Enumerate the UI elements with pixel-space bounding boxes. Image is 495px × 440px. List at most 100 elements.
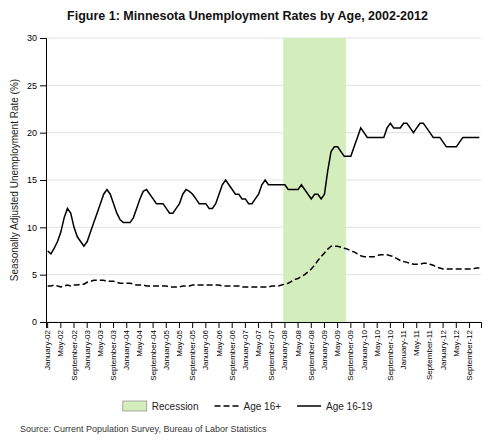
x-tick: September-09 [346, 322, 355, 381]
x-tick-mark [179, 322, 180, 328]
x-tick-label: September-07 [267, 329, 276, 380]
grid-line [46, 180, 481, 181]
x-tick: May-02 [56, 322, 65, 357]
x-tick: May-04 [135, 322, 144, 357]
y-tick-label: 10 [27, 223, 37, 233]
y-tick-label: 5 [32, 270, 37, 280]
x-tick-label: May-10 [373, 329, 382, 356]
x-tick-label: January-07 [241, 329, 250, 370]
x-tick: September-03 [109, 322, 118, 381]
series-line [48, 246, 480, 287]
legend-label: Age 16+ [244, 401, 282, 412]
x-tick-label: January-03 [83, 329, 92, 370]
y-tick-label: 15 [27, 175, 37, 185]
x-tick-mark [337, 322, 338, 328]
x-tick: January-08 [280, 322, 289, 370]
x-tick-mark [350, 322, 351, 328]
x-tick-mark [192, 322, 193, 328]
y-axis-line [40, 39, 47, 323]
plot-area [48, 38, 480, 322]
x-tick: September-07 [267, 322, 276, 381]
x-tick: May-10 [373, 322, 382, 357]
x-tick: January-06 [201, 322, 210, 370]
x-tick-mark [456, 322, 457, 328]
title: Figure 1: Minnesota Unemployment Rates b… [67, 9, 428, 23]
x-tick-mark [258, 322, 259, 328]
x-tick: May-09 [333, 322, 342, 357]
x-tick-label: January-11 [399, 329, 408, 369]
x-tick-label: May-08 [294, 329, 303, 356]
x-tick-label: September-04 [149, 329, 158, 380]
x-tick-label: September-09 [346, 329, 355, 380]
x-tick-mark [87, 322, 88, 328]
y-tick-mark [40, 133, 46, 134]
grid-line [46, 38, 481, 39]
x-tick-label: September-05 [188, 329, 197, 380]
y-tick: 20 [27, 128, 46, 138]
x-tick-mark [416, 322, 417, 328]
x-tick-mark [429, 322, 430, 328]
x-tick-mark [311, 322, 312, 328]
x-tick-mark [74, 322, 75, 328]
x-tick-mark [469, 322, 470, 328]
x-tick-label: May-05 [175, 329, 184, 356]
source-note: Source: Current Population Survey, Burea… [20, 424, 267, 434]
x-tick: January-10 [360, 322, 369, 370]
x-tick: January-11 [399, 322, 408, 369]
x-tick: January-07 [241, 322, 250, 370]
recession-span [283, 38, 346, 322]
series-line [48, 123, 480, 254]
x-tick: May-03 [96, 322, 105, 357]
x-tick-mark [324, 322, 325, 328]
x-tick-mark [139, 322, 140, 328]
x-tick: September-04 [149, 322, 158, 381]
y-tick-mark [40, 85, 46, 86]
grid-line [46, 274, 481, 275]
x-tick-mark [232, 322, 233, 328]
grid-line [46, 132, 481, 133]
x-tick-mark [403, 322, 404, 328]
x-tick: May-12 [452, 322, 461, 357]
grid-line [46, 85, 481, 86]
x-tick-label: January-05 [162, 329, 171, 370]
y-axis: 0 5 10 15 20 25 30 [27, 33, 47, 327]
x-tick: May-06 [215, 322, 224, 357]
x-tick: September-12 [465, 322, 474, 381]
x-tick-label: May-06 [215, 329, 224, 356]
x-tick-label: May-07 [254, 329, 263, 356]
y-tick-mark [40, 227, 46, 228]
x-tick-mark [153, 322, 154, 328]
y-tick: 5 [32, 270, 46, 280]
x-tick-mark [271, 322, 272, 328]
legend-swatch [215, 405, 239, 407]
legend-label: Recession [152, 401, 199, 412]
legend-label: Age 16-19 [326, 401, 373, 412]
x-tick: September-10 [386, 322, 395, 381]
x-tick-label: January-08 [280, 329, 289, 370]
y-tick: 25 [27, 81, 46, 91]
x-tick: May-05 [175, 322, 184, 357]
x-tick-mark [284, 322, 285, 328]
x-tick-mark [377, 322, 378, 328]
x-axis-line [47, 323, 482, 329]
x-tick: May-08 [294, 322, 303, 357]
legend: Recession Age 16+ Age 16-19 [123, 401, 373, 412]
x-tick-label: January-02 [43, 329, 52, 370]
y-tick: 15 [27, 175, 46, 185]
x-tick-label: September-02 [70, 329, 79, 380]
y-tick-mark [40, 38, 46, 39]
x-tick-label: September-12 [465, 329, 474, 380]
x-tick: September-05 [188, 322, 197, 381]
x-tick-mark [298, 322, 299, 328]
x-tick-label: September-03 [109, 329, 118, 380]
y-tick: 30 [27, 33, 46, 43]
x-tick-mark [60, 322, 61, 328]
x-tick: September-06 [228, 322, 237, 381]
x-tick-mark [443, 322, 444, 328]
x-tick-label: May-12 [452, 329, 461, 356]
x-tick-label: May-02 [56, 329, 65, 356]
y-tick-label: 0 [32, 317, 37, 327]
grid-line [46, 227, 481, 228]
x-tick: May-11 [412, 322, 421, 356]
x-axis: January-02 May-02 September-02 January-03 Ma… [43, 322, 481, 381]
